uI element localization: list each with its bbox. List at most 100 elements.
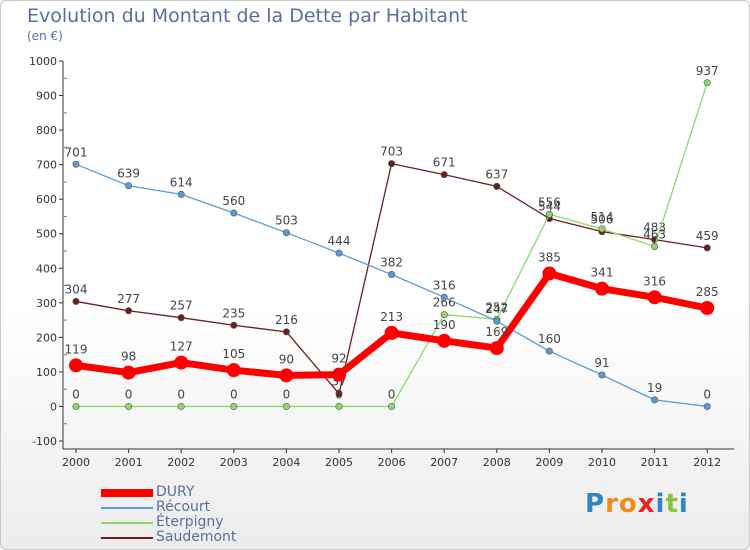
logo-letter: x — [637, 489, 656, 519]
x-tick-label: 2011 — [641, 456, 669, 469]
data-label: 0 — [335, 387, 343, 401]
series-line — [72, 269, 711, 379]
data-label: 506 — [591, 213, 614, 227]
data-label: 0 — [703, 387, 711, 401]
data-label: 444 — [328, 234, 351, 248]
data-point — [440, 171, 448, 179]
data-point — [703, 244, 711, 252]
x-tick-label: 2012 — [693, 456, 721, 469]
legend-item: Récourt — [101, 499, 361, 515]
data-point — [72, 160, 80, 168]
x-tick-label: 2009 — [535, 456, 563, 469]
data-label: 0 — [72, 387, 80, 401]
legend-item: Éterpigny — [101, 514, 361, 530]
data-point — [332, 367, 346, 382]
data-label: 703 — [380, 145, 403, 159]
x-tick-label: 2007 — [430, 456, 458, 469]
data-point — [282, 402, 290, 410]
x-tick-label: 2001 — [115, 456, 143, 469]
data-label: 639 — [117, 167, 140, 181]
data-point — [335, 402, 343, 410]
x-tick-label: 2003 — [220, 456, 248, 469]
data-label: 252 — [485, 300, 508, 314]
y-tick-label: -100 — [32, 435, 57, 448]
chart-title: Evolution du Montant de la Dette par Hab… — [27, 5, 468, 27]
data-label: 459 — [696, 229, 719, 243]
data-point — [282, 229, 290, 237]
data-label: 257 — [170, 299, 193, 313]
data-point — [282, 328, 290, 336]
data-label: 514 — [591, 210, 614, 224]
data-point — [489, 341, 504, 356]
data-point — [125, 402, 133, 410]
data-point — [230, 402, 238, 410]
data-label: 247 — [485, 302, 508, 316]
data-point — [598, 225, 606, 233]
data-point — [230, 209, 238, 217]
data-point — [595, 281, 609, 296]
data-point — [703, 79, 711, 87]
legend-item: Saudemont — [101, 529, 361, 545]
data-label: 213 — [380, 310, 403, 324]
data-label: 0 — [125, 387, 133, 401]
logo-letter: t — [665, 489, 679, 519]
data-point — [440, 311, 448, 319]
data-point — [647, 290, 662, 305]
x-tick-label: 2002 — [167, 456, 195, 469]
data-point — [174, 355, 189, 370]
x-tick-label: 2005 — [325, 456, 353, 469]
series-line — [75, 82, 708, 408]
data-point — [700, 301, 715, 315]
data-label: 341 — [591, 266, 614, 280]
y-tick-label: 600 — [36, 193, 57, 206]
data-point — [335, 390, 343, 398]
data-point — [69, 358, 83, 373]
logo-letter: r — [605, 489, 619, 519]
data-point — [226, 363, 241, 378]
data-label: 0 — [177, 387, 185, 401]
data-label: 503 — [275, 214, 298, 228]
data-label: 0 — [388, 387, 396, 401]
data-label: 119 — [65, 342, 88, 356]
data-point — [177, 190, 185, 198]
data-point — [703, 402, 711, 410]
data-point — [177, 314, 185, 322]
legend-swatch — [101, 489, 153, 497]
data-point — [542, 266, 557, 281]
legend-swatch — [101, 507, 153, 509]
y-tick-label: 900 — [36, 90, 57, 103]
data-label: 304 — [65, 282, 88, 296]
data-label: 382 — [380, 255, 403, 269]
data-label: 266 — [433, 296, 456, 310]
legend-label: Récourt — [156, 499, 211, 515]
legend-swatch — [101, 537, 153, 539]
data-label: 105 — [222, 347, 245, 361]
data-label: 0 — [230, 387, 238, 401]
x-tick-label: 2008 — [483, 456, 511, 469]
data-point — [72, 297, 80, 305]
proxiti-logo: Proxiti — [585, 489, 689, 519]
x-tick-label: 2004 — [272, 456, 300, 469]
x-tick-label: 2000 — [62, 456, 90, 469]
data-label: 235 — [222, 306, 245, 320]
data-label: 160 — [538, 332, 561, 346]
data-label: 463 — [643, 228, 666, 242]
y-tick-label: 1000 — [29, 55, 57, 68]
data-label: 701 — [65, 145, 88, 159]
data-label: 285 — [696, 285, 719, 299]
data-label: 614 — [170, 175, 193, 189]
data-point — [121, 365, 136, 380]
data-point — [125, 182, 133, 190]
data-point — [384, 325, 399, 340]
y-tick-label: 200 — [36, 331, 57, 344]
y-tick-label: 500 — [36, 228, 57, 241]
data-label: 637 — [485, 167, 508, 181]
data-point — [388, 402, 396, 410]
logo-letter: i — [655, 489, 666, 519]
legend-swatch — [101, 522, 153, 524]
data-point — [388, 270, 396, 278]
y-tick-label: 700 — [36, 159, 57, 172]
data-label: 19 — [647, 381, 662, 395]
